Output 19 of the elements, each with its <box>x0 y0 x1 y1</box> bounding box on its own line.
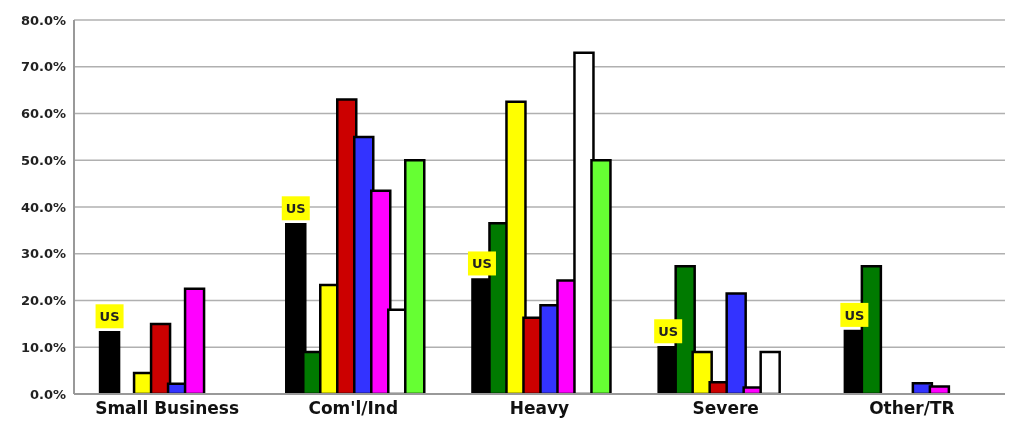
x-tick-label: Other/TR <box>869 398 955 419</box>
y-tick-label: 70.0% <box>20 59 66 75</box>
annotation: US <box>844 307 865 323</box>
y-tick-label: 20.0% <box>20 293 66 309</box>
y-tick-label: 50.0% <box>20 152 66 168</box>
y-tick-label: 40.0% <box>20 199 66 215</box>
y-tick-label: 10.0% <box>20 339 66 355</box>
x-tick-label: Severe <box>692 398 759 419</box>
annotation: US <box>99 309 120 325</box>
y-tick-label: 30.0% <box>20 246 66 262</box>
x-tick-label: Small Business <box>95 398 240 419</box>
annotation: US <box>472 256 492 272</box>
x-tick-label: Com'l/Ind <box>308 398 399 419</box>
y-tick-label: 80.0% <box>20 12 66 28</box>
y-tick-label: 0.0% <box>29 386 66 402</box>
x-tick-label: Heavy <box>509 398 570 419</box>
y-tick-label: 60.0% <box>20 106 66 122</box>
annotation: US <box>658 324 679 340</box>
annotation: US <box>285 201 306 217</box>
